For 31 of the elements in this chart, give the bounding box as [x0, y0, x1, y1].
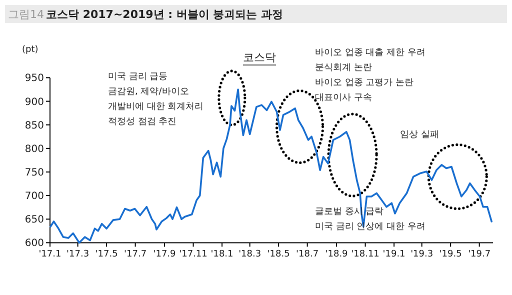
x-tick-label: '19.5 [439, 250, 462, 260]
caption: 그림14 [8, 8, 44, 21]
y-tick-label: 650 [24, 214, 44, 226]
annotation: 미국 금리 급등 금감원, 제약/바이오 개발비에 대한 회계처리 적정성 점검 추진 [108, 72, 204, 127]
text: 코스닥 [243, 51, 276, 64]
y-tick-label: 950 [24, 73, 44, 84]
x-tick-label: '17.5 [95, 250, 118, 260]
x-tick-label: '18.5 [267, 250, 290, 260]
x-tick-label: '19.3 [410, 250, 434, 260]
y-tick-label: 600 [24, 238, 44, 250]
x-tick-label: '18.9 [325, 250, 348, 260]
y-tick-label: 850 [24, 120, 44, 132]
y-tick-label: 750 [24, 167, 44, 178]
x-tick-label: '18.1 [210, 250, 234, 260]
annotation: 임상 실패 [400, 130, 439, 140]
annotation: 바이오 업종 대출 제한 우려 분식회계 논란 바이오 업종 고평가 논란 대표이사 구속 [315, 48, 426, 103]
x-tick-label: '17.3 [66, 250, 90, 260]
y-tick-label: 900 [24, 96, 44, 108]
x-tick-label: '18.7 [296, 250, 319, 260]
y-tick-label: 800 [24, 144, 44, 155]
x-tick-label: '18.3 [238, 250, 262, 260]
chart-title: 코스닥 2017~2019년 : 버블이 붕괴되는 과정 [46, 8, 283, 21]
x-tick-label: '17.11 [179, 250, 208, 260]
x-tick-label: '19.1 [382, 250, 406, 260]
x-tick-label: '19.7 [468, 250, 491, 260]
x-tick-label: '17.7 [124, 250, 147, 260]
y-axis-title: (pt) [22, 45, 38, 55]
x-tick-label: '17.1 [38, 250, 62, 260]
y-tick-label: 700 [24, 191, 44, 202]
x-tick-label: '17.9 [153, 250, 176, 260]
x-tick-label: '18.11 [351, 250, 380, 260]
